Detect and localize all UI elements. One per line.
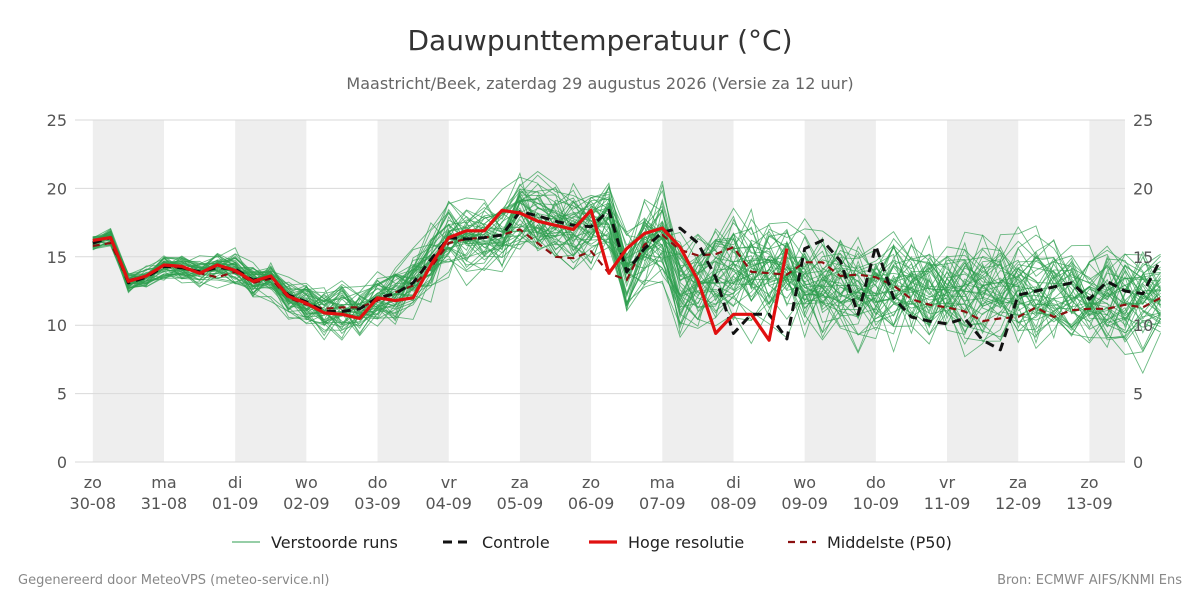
y-tick-label-left: 10 (47, 316, 67, 335)
x-tick-date: 08-09 (710, 494, 757, 513)
x-tick-date: 01-09 (212, 494, 259, 513)
y-tick-label-right: 20 (1133, 179, 1153, 198)
ensemble-runs (92, 170, 1162, 375)
y-tick-label-right: 0 (1133, 453, 1143, 472)
x-tick-date: 31-08 (141, 494, 188, 513)
x-tick-day: ma (650, 473, 675, 492)
shaded-day-band (519, 120, 592, 462)
x-tick-day: di (228, 473, 243, 492)
y-tick-label-left: 15 (47, 248, 67, 267)
legend-label: Verstoorde runs (271, 533, 398, 552)
x-tick-day: za (1009, 473, 1027, 492)
y-tick-label-left: 5 (57, 385, 67, 404)
legend-label: Middelste (P50) (827, 533, 952, 552)
x-tick-day: do (866, 473, 886, 492)
x-tick-day: wo (793, 473, 816, 492)
source-note: Bron: ECMWF AIFS/KNMI Ens (997, 573, 1182, 588)
generated-by-note: Gegenereerd door MeteoVPS (meteo-service… (18, 573, 330, 588)
x-tick-date: 07-09 (639, 494, 686, 513)
ensemble-member-line (92, 189, 1161, 341)
ensemble-member-line (92, 170, 1161, 332)
x-tick-day: ma (151, 473, 176, 492)
ensemble-member-line (92, 213, 1161, 345)
shaded-day-band (235, 120, 307, 462)
y-tick-label-left: 25 (47, 111, 67, 130)
y-axis-ticks: 0 0 5 5 10 10 15 15 20 20 25 25 (47, 111, 1154, 472)
weekend-bands (92, 120, 1125, 462)
x-tick-day: zo (84, 473, 102, 492)
x-tick-date: 04-09 (425, 494, 472, 513)
x-tick-date: 05-09 (497, 494, 544, 513)
x-axis-ticks: zo 30-08 ma 31-08 di 01-09 wo 02-09 do 03-09 vr 04-… (70, 473, 1113, 513)
main-series (92, 208, 1162, 352)
ensemble-member-line (92, 197, 1161, 355)
legend-label: Controle (482, 533, 550, 552)
y-tick-label-left: 20 (47, 179, 67, 198)
x-tick-day: za (511, 473, 529, 492)
ensemble-member-line (92, 199, 1161, 339)
chart-title: Dauwpunttemperatuur (°C) (407, 24, 792, 57)
x-tick-day: vr (939, 473, 955, 492)
series-line-hoge-resolutie (92, 208, 789, 342)
y-tick-label-right: 5 (1133, 385, 1143, 404)
legend: Verstoorde runs Controle Hoge resolutie Mid… (232, 533, 952, 552)
legend-label: Hoge resolutie (628, 533, 744, 552)
x-tick-date: 13-09 (1066, 494, 1113, 513)
y-tick-label-right: 25 (1133, 111, 1153, 130)
ensemble-member-line (92, 206, 1161, 339)
ensemble-member-line (92, 194, 1161, 331)
chart-subtitle: Maastricht/Beek, zaterdag 29 augustus 20… (346, 74, 853, 93)
x-tick-day: di (726, 473, 741, 492)
x-tick-day: do (368, 473, 388, 492)
x-tick-date: 03-09 (354, 494, 401, 513)
x-tick-date: 30-08 (70, 494, 117, 513)
x-tick-date: 02-09 (283, 494, 330, 513)
x-tick-date: 12-09 (995, 494, 1042, 513)
x-tick-day: vr (441, 473, 457, 492)
y-tick-label-right: 10 (1133, 316, 1153, 335)
x-tick-day: zo (1080, 473, 1098, 492)
y-tick-label-left: 0 (57, 453, 67, 472)
ensemble-member-line (92, 191, 1161, 339)
y-tick-label-right: 15 (1133, 248, 1153, 267)
x-tick-date: 10-09 (853, 494, 900, 513)
x-tick-day: wo (295, 473, 318, 492)
x-tick-date: 09-09 (781, 494, 828, 513)
x-tick-date: 11-09 (924, 494, 971, 513)
x-tick-date: 06-09 (568, 494, 615, 513)
x-tick-day: zo (582, 473, 600, 492)
ensemble-member-line (92, 209, 1162, 358)
